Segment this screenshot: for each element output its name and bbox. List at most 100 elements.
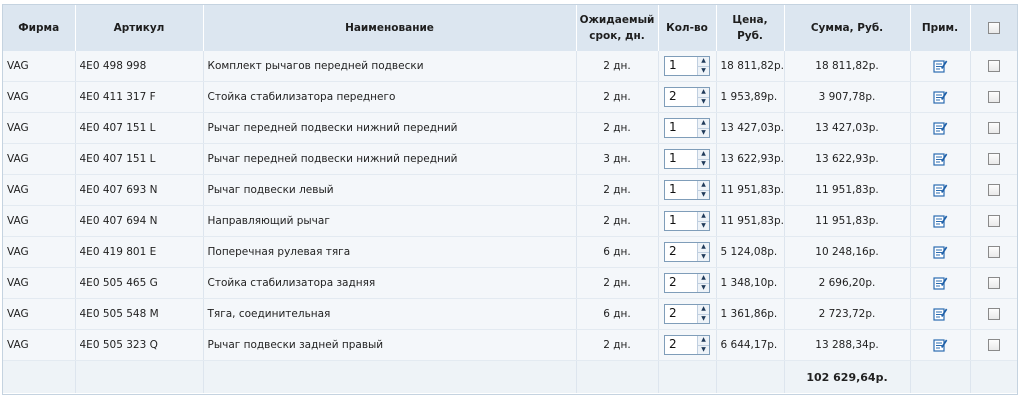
- quantity-input[interactable]: [665, 274, 697, 290]
- cell-name: Рычаг подвески левый: [203, 174, 577, 206]
- spin-arrows-icon[interactable]: ▲ ▼: [697, 57, 709, 75]
- spin-down-icon[interactable]: ▼: [698, 158, 709, 169]
- row-checkbox[interactable]: [987, 308, 1000, 320]
- quantity-input[interactable]: [665, 243, 697, 259]
- spin-arrows-icon[interactable]: ▲ ▼: [697, 212, 709, 230]
- spin-down-icon[interactable]: ▼: [698, 313, 709, 324]
- quantity-input[interactable]: [665, 88, 697, 104]
- quantity-stepper[interactable]: ▲ ▼: [664, 56, 710, 76]
- row-checkbox[interactable]: [987, 60, 1000, 72]
- spin-arrows-icon[interactable]: ▲ ▼: [697, 336, 709, 354]
- quantity-input[interactable]: [665, 305, 697, 321]
- quantity-stepper[interactable]: ▲ ▼: [664, 335, 710, 355]
- spin-arrows-icon[interactable]: ▲ ▼: [697, 243, 709, 261]
- cell-name: Рычаг передней подвески нижний передний: [203, 112, 577, 144]
- edit-note-icon[interactable]: [932, 306, 948, 322]
- quantity-stepper[interactable]: ▲ ▼: [664, 118, 710, 138]
- row-checkbox[interactable]: [987, 277, 1000, 289]
- edit-note-icon[interactable]: [932, 244, 948, 260]
- row-checkbox[interactable]: [987, 184, 1000, 196]
- cart-table: Фирма Артикул Наименование Ожидаемый сро…: [3, 5, 1017, 393]
- spin-down-icon[interactable]: ▼: [698, 251, 709, 262]
- spin-up-icon[interactable]: ▲: [701, 305, 706, 313]
- spin-down-icon[interactable]: ▼: [698, 220, 709, 231]
- quantity-input[interactable]: [665, 212, 697, 228]
- cell-name: Стойка стабилизатора задняя: [203, 267, 577, 299]
- row-checkbox[interactable]: [987, 339, 1000, 351]
- cell-sum: 3 907,78р.: [784, 81, 911, 113]
- spin-arrows-icon[interactable]: ▲ ▼: [697, 305, 709, 323]
- total-empty-cell: [970, 360, 1017, 393]
- spin-up-icon[interactable]: ▲: [701, 336, 706, 344]
- quantity-input[interactable]: [665, 57, 697, 73]
- total-empty-cell: [75, 360, 204, 393]
- edit-note-icon[interactable]: [932, 89, 948, 105]
- spin-up-icon[interactable]: ▲: [701, 88, 706, 96]
- row-checkbox[interactable]: [987, 122, 1000, 134]
- quantity-input[interactable]: [665, 119, 697, 135]
- spin-up-icon[interactable]: ▲: [701, 150, 706, 158]
- spin-up-icon[interactable]: ▲: [701, 274, 706, 282]
- cell-qty: ▲ ▼: [658, 143, 717, 175]
- edit-note-icon[interactable]: [932, 275, 948, 291]
- header-term-line2: срок, дн.: [589, 30, 645, 42]
- spin-up-icon[interactable]: ▲: [701, 119, 706, 127]
- spin-arrows-icon[interactable]: ▲ ▼: [697, 181, 709, 199]
- cell-price: 6 644,17р.: [716, 329, 785, 361]
- edit-note-icon[interactable]: [932, 213, 948, 229]
- spin-down-icon[interactable]: ▼: [698, 127, 709, 138]
- row-checkbox[interactable]: [987, 91, 1000, 103]
- cell-price: 1 953,89р.: [716, 81, 785, 113]
- cell-price: 13 622,93р.: [716, 143, 785, 175]
- cart-table-frame: Фирма Артикул Наименование Ожидаемый сро…: [2, 4, 1018, 395]
- spin-down-icon[interactable]: ▼: [698, 96, 709, 107]
- cell-term: 2 дн.: [576, 205, 659, 237]
- cell-price: 1 348,10р.: [716, 267, 785, 299]
- total-empty-cell: [658, 360, 717, 393]
- edit-note-icon[interactable]: [932, 337, 948, 353]
- quantity-input[interactable]: [665, 336, 697, 352]
- quantity-stepper[interactable]: ▲ ▼: [664, 211, 710, 231]
- spin-down-icon[interactable]: ▼: [698, 189, 709, 200]
- cell-price: 11 951,83р.: [716, 205, 785, 237]
- spin-down-icon[interactable]: ▼: [698, 344, 709, 355]
- spin-arrows-icon[interactable]: ▲ ▼: [697, 150, 709, 168]
- spin-arrows-icon[interactable]: ▲ ▼: [697, 274, 709, 292]
- cell-select: [970, 174, 1017, 206]
- spin-up-icon[interactable]: ▲: [701, 57, 706, 65]
- quantity-stepper[interactable]: ▲ ▼: [664, 304, 710, 324]
- row-checkbox[interactable]: [987, 246, 1000, 258]
- cell-term: 2 дн.: [576, 329, 659, 361]
- quantity-stepper[interactable]: ▲ ▼: [664, 180, 710, 200]
- cell-price: 11 951,83р.: [716, 174, 785, 206]
- spin-up-icon[interactable]: ▲: [701, 181, 706, 189]
- quantity-stepper[interactable]: ▲ ▼: [664, 87, 710, 107]
- row-checkbox[interactable]: [987, 153, 1000, 165]
- cell-firm: VAG: [3, 143, 76, 175]
- cell-qty: ▲ ▼: [658, 298, 717, 330]
- spin-up-icon[interactable]: ▲: [701, 212, 706, 220]
- select-all-checkbox[interactable]: [987, 22, 1000, 34]
- header-term: Ожидаемый срок, дн.: [576, 5, 659, 51]
- header-note: Прим.: [910, 5, 971, 51]
- cell-sum: 13 622,93р.: [784, 143, 911, 175]
- edit-note-icon[interactable]: [932, 58, 948, 74]
- spin-down-icon[interactable]: ▼: [698, 65, 709, 76]
- edit-note-icon[interactable]: [932, 182, 948, 198]
- spin-down-icon[interactable]: ▼: [698, 282, 709, 293]
- quantity-input[interactable]: [665, 181, 697, 197]
- spin-arrows-icon[interactable]: ▲ ▼: [697, 119, 709, 137]
- cell-article: 4E0 411 317 F: [75, 81, 204, 113]
- quantity-stepper[interactable]: ▲ ▼: [664, 273, 710, 293]
- cell-name: Рычаг передней подвески нижний передний: [203, 143, 577, 175]
- cell-note: [910, 236, 971, 268]
- edit-note-icon[interactable]: [932, 120, 948, 136]
- spin-arrows-icon[interactable]: ▲ ▼: [697, 88, 709, 106]
- row-checkbox[interactable]: [987, 215, 1000, 227]
- quantity-input[interactable]: [665, 150, 697, 166]
- edit-note-icon[interactable]: [932, 151, 948, 167]
- quantity-stepper[interactable]: ▲ ▼: [664, 149, 710, 169]
- cell-article: 4E0 498 998: [75, 51, 204, 82]
- spin-up-icon[interactable]: ▲: [701, 243, 706, 251]
- quantity-stepper[interactable]: ▲ ▼: [664, 242, 710, 262]
